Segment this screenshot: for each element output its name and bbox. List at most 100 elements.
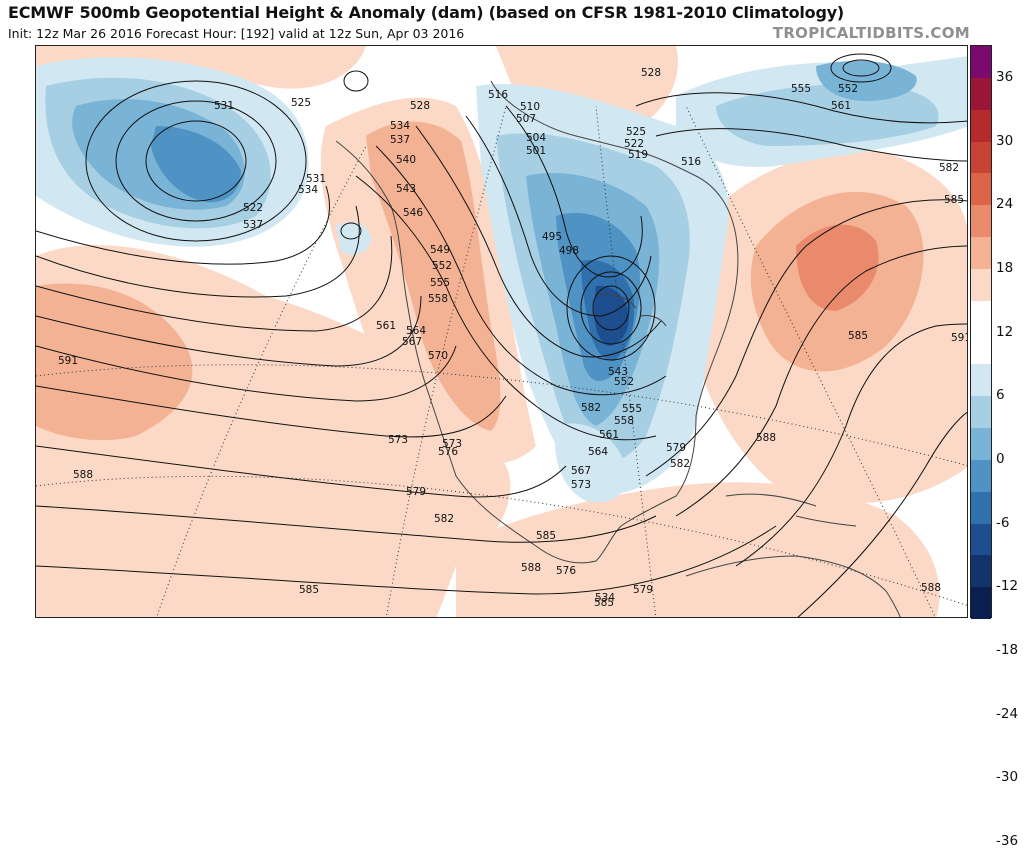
contour-label: 555 xyxy=(622,403,642,415)
height-contour xyxy=(797,411,967,617)
contour-label: 552 xyxy=(614,376,634,388)
contour-label: 516 xyxy=(488,89,508,101)
contour-label: 564 xyxy=(588,446,608,458)
height-contour xyxy=(375,145,667,396)
colorbar-tick-label: 6 xyxy=(996,387,1005,404)
contour-label: 588 xyxy=(521,562,541,574)
colorbar-tick-label: 36 xyxy=(996,68,1014,85)
height-contour xyxy=(36,385,507,438)
warm-anomaly-south xyxy=(456,482,940,617)
graticule-layer xyxy=(36,105,967,617)
contour-label: 498 xyxy=(559,245,579,257)
height-contour xyxy=(36,295,422,367)
contour-label: 561 xyxy=(599,429,619,441)
height-contour xyxy=(842,59,880,77)
contour-label: 570 xyxy=(428,350,448,362)
contour-label: 504 xyxy=(526,132,546,144)
height-contour xyxy=(566,255,656,361)
contour-label: 555 xyxy=(430,277,450,289)
contour-label: 528 xyxy=(641,67,661,79)
colorbar-tick-label: 18 xyxy=(996,259,1014,276)
colorbar-tick-label: -18 xyxy=(996,641,1019,658)
contour-label: 525 xyxy=(291,97,311,109)
caribbean-islands xyxy=(725,493,857,527)
contour-label: 573 xyxy=(571,479,591,491)
height-contour-layer xyxy=(36,53,967,617)
contour-label: 543 xyxy=(396,183,416,195)
height-contour xyxy=(355,175,657,441)
colorbar-segment xyxy=(971,587,991,620)
contour-label: 564 xyxy=(406,325,426,337)
contour-label: 534 xyxy=(595,592,615,604)
colorbar-segment xyxy=(971,141,991,174)
colorbar-segment xyxy=(971,300,991,333)
contour-label: 567 xyxy=(402,336,422,348)
height-contour xyxy=(655,128,967,162)
contour-label: 534 xyxy=(298,184,318,196)
north-america-coast xyxy=(335,80,739,564)
height-contour xyxy=(340,222,362,240)
colorbar-tick-label: 24 xyxy=(996,196,1014,213)
height-contour xyxy=(36,205,360,298)
height-contour xyxy=(36,235,393,332)
colorbar-tick-label: -12 xyxy=(996,578,1019,595)
contour-label: 585 xyxy=(848,330,868,342)
contour-label: 549 xyxy=(430,244,450,256)
great-lakes xyxy=(595,293,667,327)
colorbar-tick-label: -36 xyxy=(996,832,1019,849)
colorbar-segment xyxy=(971,523,991,556)
contour-label: 588 xyxy=(756,432,776,444)
height-contour xyxy=(36,505,657,543)
colorbar-segment xyxy=(971,555,991,588)
chart-title: ECMWF 500mb Geopotential Height & Anomal… xyxy=(8,3,845,22)
south-america-coast xyxy=(685,555,901,617)
contour-label: 576 xyxy=(556,565,576,577)
colorbar-segment xyxy=(971,109,991,142)
contour-label: 558 xyxy=(614,415,634,427)
colorbar-segment xyxy=(971,491,991,524)
height-contour xyxy=(645,199,967,477)
contour-label: 537 xyxy=(243,219,263,231)
colorbar-segment xyxy=(971,77,991,111)
contour-label: 579 xyxy=(406,486,426,498)
contour-label: 552 xyxy=(432,260,452,272)
contour-label: 522 xyxy=(624,138,644,150)
contour-label: 582 xyxy=(434,513,454,525)
height-contour xyxy=(675,245,967,517)
contour-label: 585 xyxy=(536,530,556,542)
height-contour xyxy=(343,70,369,92)
height-contour xyxy=(505,105,643,278)
height-contour xyxy=(36,445,567,498)
colorbar-segment xyxy=(971,173,991,206)
contour-label: 588 xyxy=(921,582,941,594)
longitude-line xyxy=(156,145,367,617)
warm-anomaly-ridge xyxy=(366,121,501,431)
height-contour xyxy=(145,120,247,202)
height-contour xyxy=(580,271,642,345)
land-layer xyxy=(335,80,901,617)
contour-label: 567 xyxy=(571,465,591,477)
colorbar-tick-label: 12 xyxy=(996,323,1014,340)
cool-anomaly-pacific xyxy=(151,126,241,203)
contour-label: 519 xyxy=(628,149,648,161)
height-contour xyxy=(592,285,630,331)
contour-label: 543 xyxy=(608,366,628,378)
height-contour xyxy=(415,125,662,358)
colorbar-segment xyxy=(971,428,991,461)
contour-label: 582 xyxy=(670,458,690,470)
contour-label: 576 xyxy=(438,446,458,458)
colorbar-tick-label: -6 xyxy=(996,514,1010,531)
contour-label: 528 xyxy=(410,100,430,112)
contour-label: 552 xyxy=(838,83,858,95)
contour-label: 558 xyxy=(428,293,448,305)
colorbar-segment xyxy=(971,459,991,493)
colorbar-segment xyxy=(971,396,991,429)
height-contour xyxy=(85,80,307,242)
colorbar-segment xyxy=(971,332,991,365)
colorbar-segment xyxy=(971,46,991,79)
contour-label: 573 xyxy=(388,434,408,446)
contour-label: 501 xyxy=(526,145,546,157)
cool-anomaly-gulf xyxy=(555,423,627,503)
contour-label: 516 xyxy=(681,156,701,168)
anomaly-colorbar xyxy=(970,45,992,620)
